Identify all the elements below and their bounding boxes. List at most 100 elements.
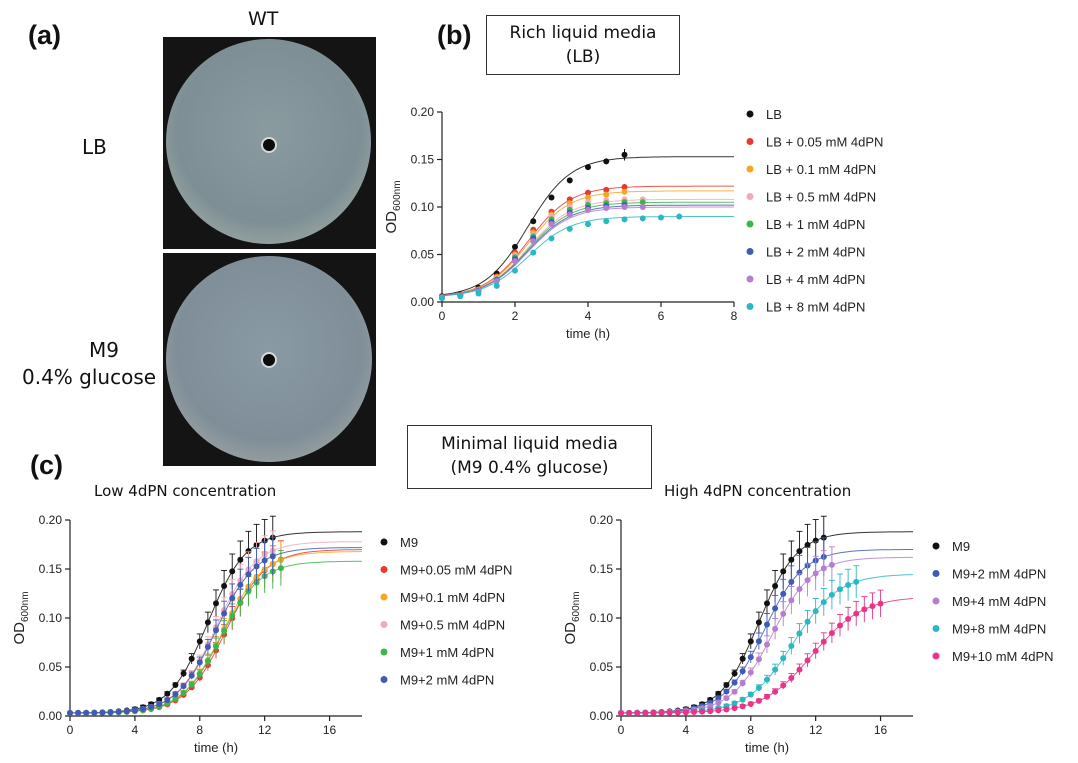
data-point-m9-2-mm-4dpn xyxy=(83,709,90,716)
x-axis-label: time (h) xyxy=(745,740,789,755)
data-point-m9-2-mm-4dpn xyxy=(221,610,228,617)
x-tick-label: 4 xyxy=(132,723,139,737)
data-point-m9-2-mm-4dpn xyxy=(99,709,106,716)
legend-marker-m9-2-mm-4dpn xyxy=(932,570,940,577)
rich-media-box-line1: Rich liquid media xyxy=(509,23,657,43)
x-tick-label: 16 xyxy=(323,723,337,737)
y-axis-label: OD600nm xyxy=(11,591,31,644)
y-axis-label: OD600nm xyxy=(562,591,582,644)
x-tick-label: 6 xyxy=(658,309,665,323)
data-point-lb-4-mm-4dpn xyxy=(530,238,537,245)
data-point-m9-4-mm-4dpn xyxy=(739,680,746,687)
legend-marker-m9-0-5-mm-4dpn xyxy=(380,621,388,628)
data-point-m9 xyxy=(204,619,211,626)
legend-label-m9-0-05-mm-4dpn: M9+0.05 mM 4dPN xyxy=(400,563,512,578)
data-point-m9-1-mm-4dpn xyxy=(277,565,284,572)
legend-label-m9-0-1-mm-4dpn: M9+0.1 mM 4dPN xyxy=(400,590,505,605)
minimal-media-box-line2: (M9 0.4% glucose) xyxy=(450,458,609,478)
data-point-m9-10-mm-4dpn xyxy=(626,709,633,716)
legend-marker-lb xyxy=(746,110,754,118)
x-tick-label: 8 xyxy=(747,723,754,737)
data-point-m9-10-mm-4dpn xyxy=(682,709,689,716)
data-point-lb-8-mm-4dpn xyxy=(548,235,555,242)
data-point-m9-2-mm-4dpn xyxy=(788,578,795,585)
data-point-m9-4-mm-4dpn xyxy=(820,565,827,572)
y-tick-label: 0.20 xyxy=(39,513,63,527)
data-point-m9-2-mm-4dpn xyxy=(148,704,155,711)
data-point-m9-8-mm-4dpn xyxy=(747,691,754,698)
well-hole-m9 xyxy=(261,352,277,368)
x-tick-label: 2 xyxy=(512,309,519,323)
data-point-m9-10-mm-4dpn xyxy=(747,700,754,707)
data-point-lb-0-1-mm-4dpn xyxy=(603,191,610,198)
legend-marker-m9-10-mm-4dpn xyxy=(932,652,940,660)
data-point-m9-8-mm-4dpn xyxy=(804,618,811,625)
minimal-media-box: Minimal liquid media (M9 0.4% glucose) xyxy=(407,425,652,489)
data-point-m9 xyxy=(764,600,770,607)
wt-column-title: WT xyxy=(248,8,279,30)
data-point-lb-1-mm-4dpn xyxy=(639,199,646,206)
y-tick-label: 0.05 xyxy=(39,660,63,674)
data-point-m9-2-mm-4dpn xyxy=(747,654,754,661)
data-point-m9-2-mm-4dpn xyxy=(115,708,122,715)
data-point-m9-2-mm-4dpn xyxy=(180,683,187,690)
data-point-m9-10-mm-4dpn xyxy=(796,666,803,673)
high-concentration-title: High 4dPN concentration xyxy=(664,482,852,500)
data-point-m9-2-mm-4dpn xyxy=(245,571,252,578)
legend-label-m9-10-mm-4dpn: M9+10 mM 4dPN xyxy=(952,649,1054,664)
data-point-m9-10-mm-4dpn xyxy=(764,693,770,700)
data-point-m9-1-mm-4dpn xyxy=(213,643,219,650)
y-tick-label: 0.20 xyxy=(590,513,614,527)
data-point-lb-0-1-mm-4dpn xyxy=(621,188,628,195)
data-point-m9-2-mm-4dpn xyxy=(131,707,138,714)
data-point-m9-4-mm-4dpn xyxy=(723,695,730,702)
legend-marker-lb-8-mm-4dpn xyxy=(746,303,754,310)
data-point-m9-10-mm-4dpn xyxy=(618,710,624,717)
data-point-lb-8-mm-4dpn xyxy=(676,213,683,220)
data-point-m9-10-mm-4dpn xyxy=(642,709,649,716)
y-axis-label: OD600nm xyxy=(383,180,403,233)
data-point-m9-8-mm-4dpn xyxy=(788,642,795,649)
well-hole-lb xyxy=(261,137,277,153)
y-tick-label: 0.10 xyxy=(590,611,614,625)
data-point-lb xyxy=(548,194,555,201)
data-point-lb xyxy=(512,243,518,250)
data-point-m9-10-mm-4dpn xyxy=(828,630,835,637)
data-point-m9-10-mm-4dpn xyxy=(869,603,876,610)
data-point-m9-2-mm-4dpn xyxy=(213,627,219,634)
data-point-m9-8-mm-4dpn xyxy=(731,700,738,707)
glucose-row-label: 0.4% glucose xyxy=(22,365,157,389)
data-point-m9-2-mm-4dpn xyxy=(764,621,770,628)
data-point-m9 xyxy=(237,556,244,563)
data-point-m9-10-mm-4dpn xyxy=(634,709,641,716)
y-tick-label: 0.20 xyxy=(411,105,435,119)
lb-row-label: LB xyxy=(82,135,107,159)
chart-lb-growth: 0.00 0.05 0.10 0.15 0.20 0 2 4 6 8 time (h) OD600nm… xyxy=(383,105,883,341)
data-point-m9-8-mm-4dpn xyxy=(812,608,819,615)
data-point-m9-8-mm-4dpn xyxy=(739,696,746,703)
data-point-m9 xyxy=(788,556,795,563)
y-axis-label-subscript: 600nm xyxy=(392,180,403,211)
x-tick-label: 8 xyxy=(731,309,738,323)
chart-m9-high-concentration: 0.00 0.05 0.10 0.15 0.20 0 4 8 12 16 time (h) OD600… xyxy=(562,513,1054,755)
data-point-m9-2-mm-4dpn xyxy=(261,557,268,564)
data-point-m9 xyxy=(245,548,252,555)
panel-b-label: (b) xyxy=(437,20,472,50)
data-point-lb-8-mm-4dpn xyxy=(566,225,573,232)
x-tick-label: 0 xyxy=(439,309,446,323)
legend-marker-lb-0-1-mm-4dpn xyxy=(746,165,754,173)
data-point-m9-2-mm-4dpn xyxy=(107,709,114,716)
low-concentration-title: Low 4dPN concentration xyxy=(94,482,277,500)
data-point-m9-2-mm-4dpn xyxy=(269,553,276,560)
data-point-m9-4-mm-4dpn xyxy=(788,597,795,604)
x-tick-label: 0 xyxy=(618,723,625,737)
data-point-m9-2-mm-4dpn xyxy=(731,679,738,686)
data-point-lb-4-mm-4dpn xyxy=(621,204,628,210)
x-axis-label: time (h) xyxy=(194,740,238,755)
m9-plate-photo xyxy=(163,253,376,466)
fit-curve-lb-2-mm-4dpn xyxy=(441,204,734,297)
legend-marker-m9-8-mm-4dpn xyxy=(932,625,940,632)
x-tick-label: 16 xyxy=(874,723,888,737)
y-tick-label: 0.10 xyxy=(39,611,63,625)
data-point-m9-10-mm-4dpn xyxy=(877,600,884,607)
